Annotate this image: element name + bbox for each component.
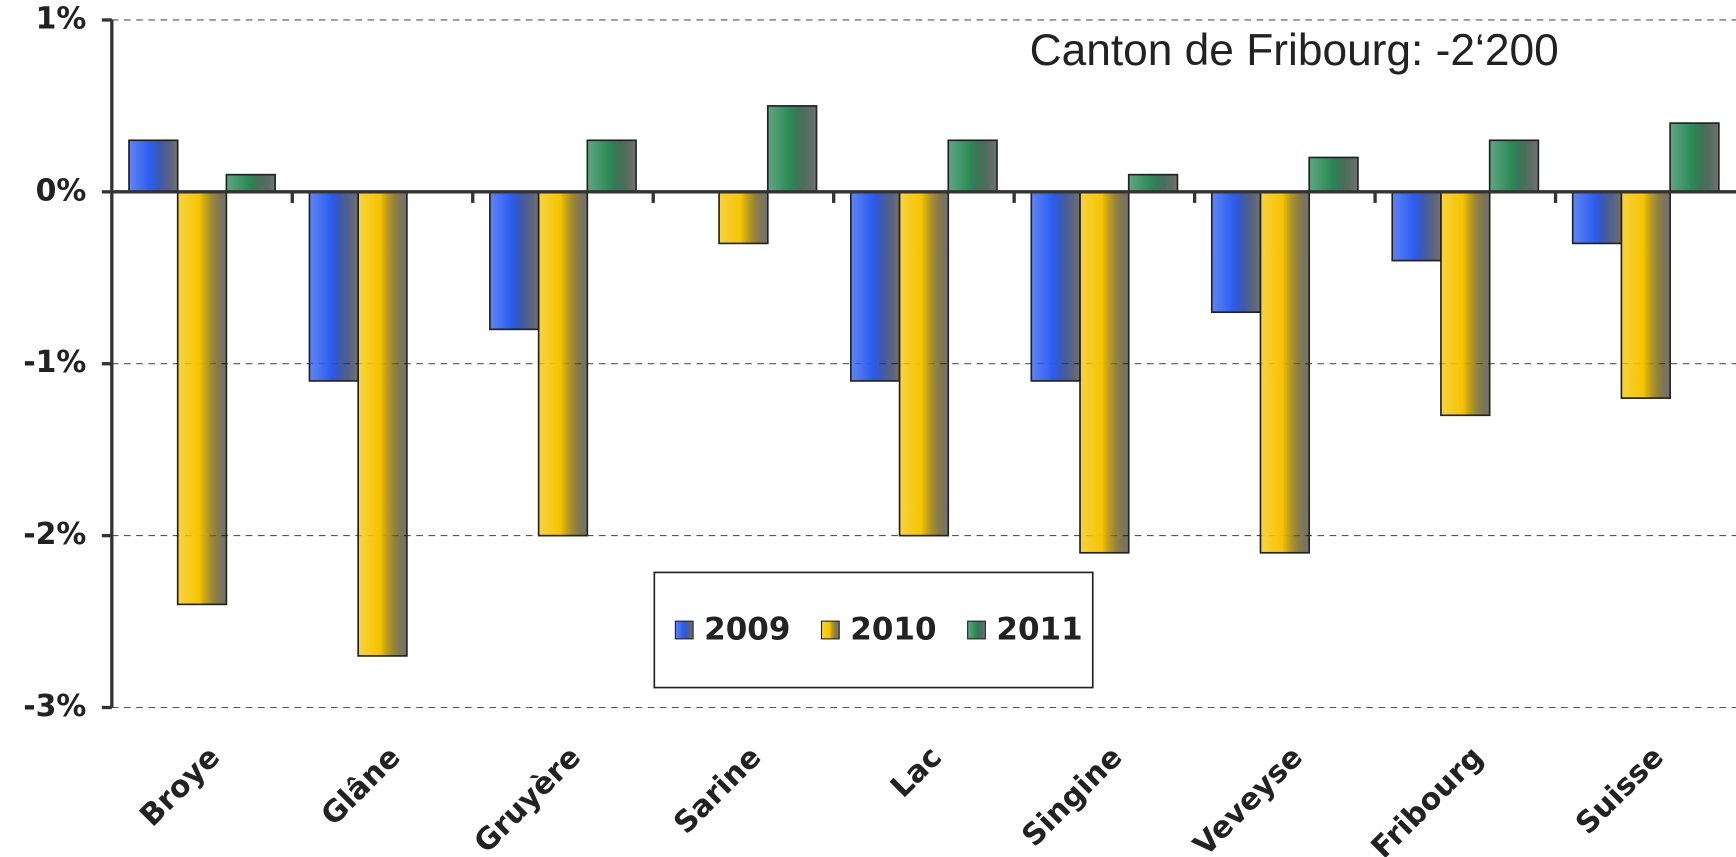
legend-label: 2009 (704, 612, 790, 648)
bar (1669, 122, 1720, 193)
legend-swatch (674, 620, 694, 640)
legend-swatch (967, 620, 986, 640)
x-tick-label: Singine (1015, 740, 1129, 854)
x-tick-label: Suisse (1569, 740, 1671, 842)
bar (1030, 191, 1081, 382)
bar (1488, 139, 1540, 193)
bar (1571, 191, 1623, 245)
legend-label: 2011 (996, 612, 1082, 648)
bar (357, 191, 408, 657)
y-tick-label: -1% (23, 345, 86, 380)
legend-label: 2010 (850, 612, 936, 648)
bar (718, 191, 769, 245)
x-tick-label: Broye (133, 740, 227, 834)
bar (225, 173, 276, 193)
bar (1620, 191, 1671, 399)
bar (898, 191, 950, 537)
y-tick-label: 1% (36, 1, 87, 36)
x-tick-label: Lac (884, 740, 949, 805)
bar (176, 191, 228, 606)
bar (1440, 191, 1491, 417)
bar (537, 191, 589, 537)
bar (1308, 156, 1359, 193)
x-tick-label: Fribourg (1365, 740, 1491, 857)
bar (766, 105, 818, 193)
legend-box (653, 571, 1094, 689)
bar (947, 139, 998, 193)
x-tick-label: Veveyse (1187, 740, 1310, 857)
y-tick-label: 0% (36, 173, 87, 208)
x-tick-label: Sarine (667, 740, 768, 841)
x-tick-label: Glâne (315, 740, 408, 833)
bar (128, 139, 179, 193)
y-tick-label: -2% (23, 517, 86, 552)
bar (489, 191, 540, 331)
y-tick-label: -3% (23, 689, 86, 724)
bar (1127, 173, 1179, 193)
bar (1259, 191, 1311, 554)
legend-swatch (820, 620, 840, 640)
x-tick-label: Gruyère (468, 740, 588, 857)
bar (586, 139, 637, 193)
bar (850, 191, 901, 382)
bar (1210, 191, 1262, 313)
bar (1079, 191, 1130, 554)
annotation: Canton de Fribourg: -2‘200 (1030, 26, 1559, 75)
bar (1391, 191, 1442, 262)
bar (308, 191, 359, 382)
